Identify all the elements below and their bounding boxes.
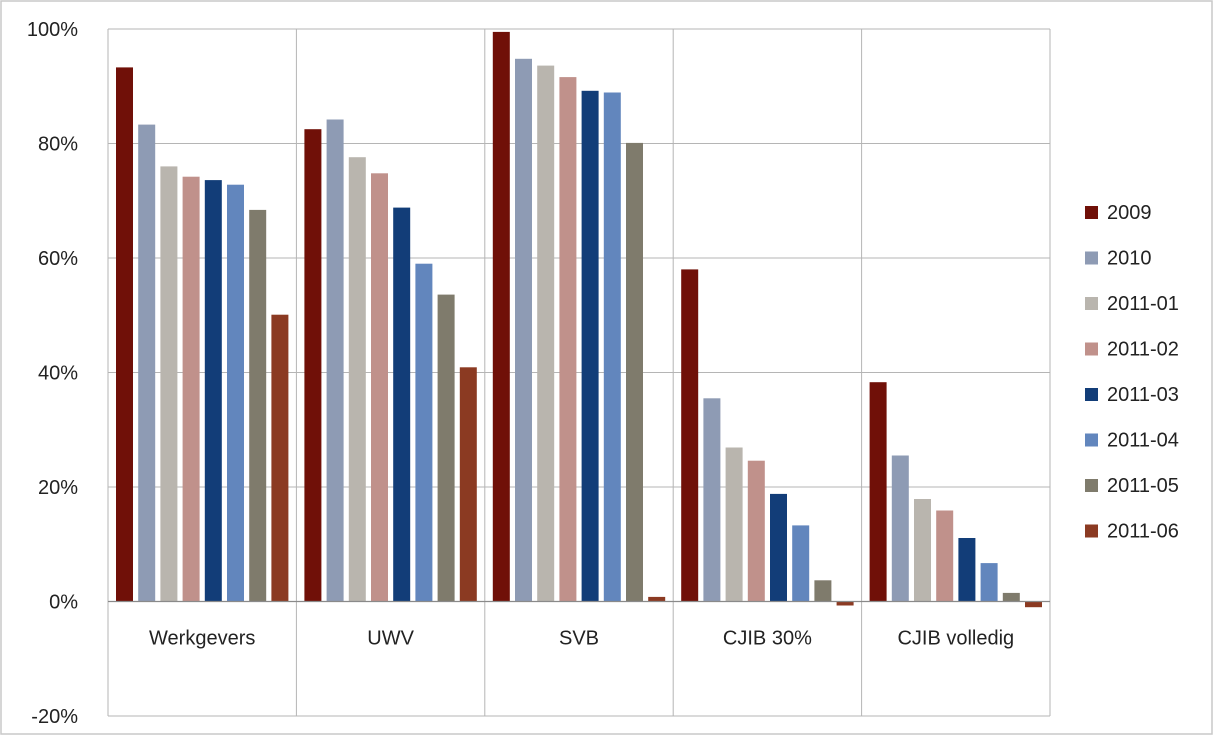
legend-swatch [1085,388,1098,401]
legend-label: 2011-01 [1107,293,1179,315]
bar [626,142,643,602]
legend: 2009 2010 2011-01 2011-02 2011-03 2011-04 2011… [1085,202,1179,543]
legend-label: 2011-05 [1107,475,1179,497]
legend-swatch [1085,251,1098,265]
legend-swatch [1085,433,1098,447]
bar [792,525,810,602]
bar [869,382,887,602]
bar [703,398,721,602]
bar [914,499,931,602]
category-label: CJIB 30% [723,628,812,650]
bar [648,596,666,602]
category-label: CJIB volledig [897,628,1014,650]
bar [182,176,200,602]
category-label: Werkgevers [149,628,255,650]
legend-swatch [1085,479,1098,492]
bar [249,209,267,602]
bar [393,207,411,602]
bar [681,269,699,602]
legend-label: 2011-02 [1107,339,1179,361]
bar [492,31,510,602]
legend-label: 2011-03 [1107,384,1179,406]
bar [980,563,998,602]
legend-label: 2009 [1107,202,1152,224]
legend-label: 2011-06 [1107,521,1179,543]
legend-label: 2011-04 [1107,430,1179,452]
legend-swatch [1085,206,1098,219]
bar [160,166,178,602]
axis-layer: -20% 0% 20% 40% 60% 80% 100% Werkgevers UWV SVB CJ… [27,19,1050,728]
bar [138,124,156,602]
bar [227,184,244,602]
bar [936,510,954,602]
bar [116,67,133,602]
bar [603,92,621,602]
bar [1025,601,1042,608]
y-tick-label: 60% [38,248,78,270]
bar [459,367,477,602]
y-tick-label: -20% [31,706,78,728]
bar [958,538,976,602]
bar [725,447,743,602]
legend-swatch [1085,297,1098,310]
legend-swatch [1085,524,1098,538]
category-label: UWV [367,628,414,650]
bar [559,77,577,602]
bar [515,58,532,602]
bar [836,601,854,606]
bars-layer [116,31,1042,608]
bar [348,157,366,602]
bar [891,455,909,602]
category-label: SVB [559,628,599,650]
bar [581,90,599,602]
bar [537,65,555,602]
y-tick-label: 20% [38,477,78,499]
legend-label: 2010 [1107,248,1152,270]
y-tick-label: 40% [38,363,78,385]
bar [271,314,289,602]
legend-swatch [1085,342,1098,356]
bar [204,180,222,602]
y-tick-label: 80% [38,134,78,156]
bar [747,460,765,602]
bar [371,173,388,602]
y-tick-label: 100% [27,19,78,41]
bar [814,580,832,602]
y-tick-label: 0% [49,592,78,614]
bar [437,294,455,602]
bar [326,119,344,602]
bar [770,493,787,602]
bar [304,129,322,602]
bar [1002,592,1020,602]
bar [415,263,433,602]
